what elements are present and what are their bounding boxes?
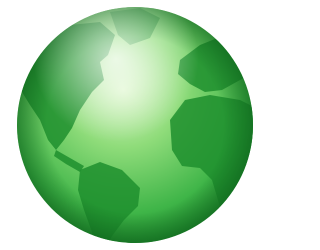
page: (() => { const data = JSON.parse(documen…	[0, 0, 255, 250]
globe-highlight	[17, 7, 253, 243]
globe-image	[0, 0, 255, 250]
